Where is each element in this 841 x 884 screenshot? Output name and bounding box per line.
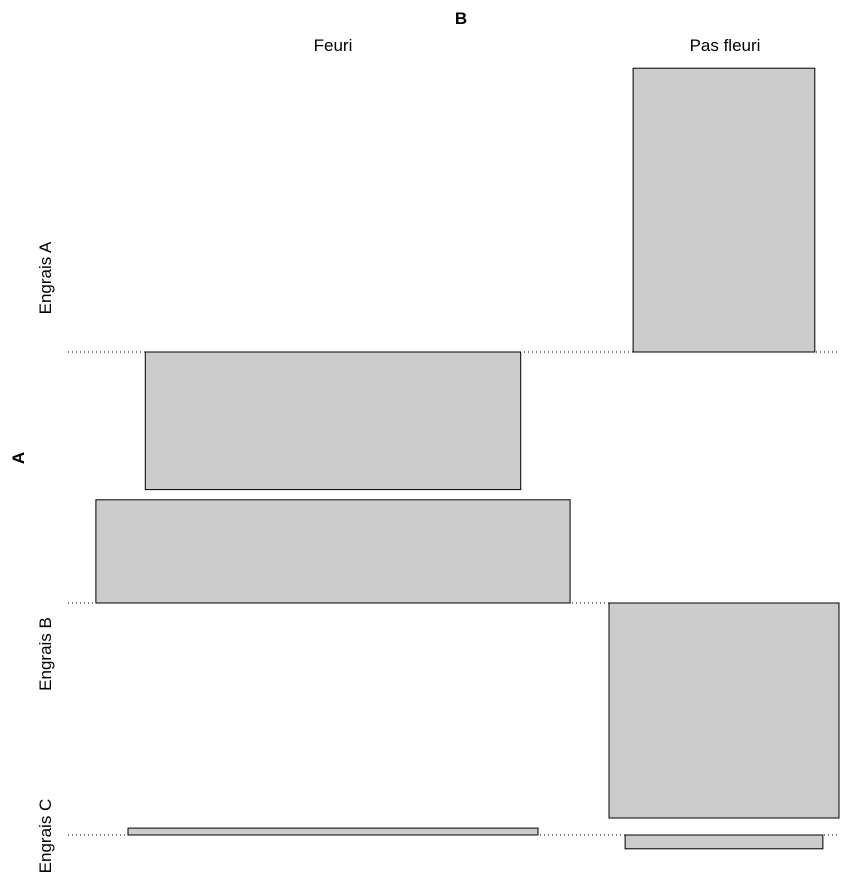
- row-label-engrais-b: Engrais B: [36, 617, 55, 691]
- row-label-engrais-a: Engrais A: [36, 241, 55, 314]
- tile-engrais-c-pas-fleuri: [624, 834, 824, 850]
- tile-engrais-a-pas-fleuri: [632, 67, 816, 353]
- tile-engrais-a-feuri: [144, 351, 522, 491]
- column-label-pas-fleuri: Pas fleuri: [690, 36, 761, 55]
- column-variable-title: B: [455, 9, 467, 28]
- tile-engrais-c-feuri: [127, 827, 539, 836]
- row-variable-title: A: [9, 452, 28, 464]
- column-label-feuri: Feuri: [314, 36, 353, 55]
- tile-engrais-b-pas-fleuri: [608, 602, 840, 819]
- row-label-engrais-c: Engrais C: [36, 799, 55, 874]
- tiles-group: [95, 67, 840, 850]
- tile-engrais-b-feuri: [95, 499, 571, 604]
